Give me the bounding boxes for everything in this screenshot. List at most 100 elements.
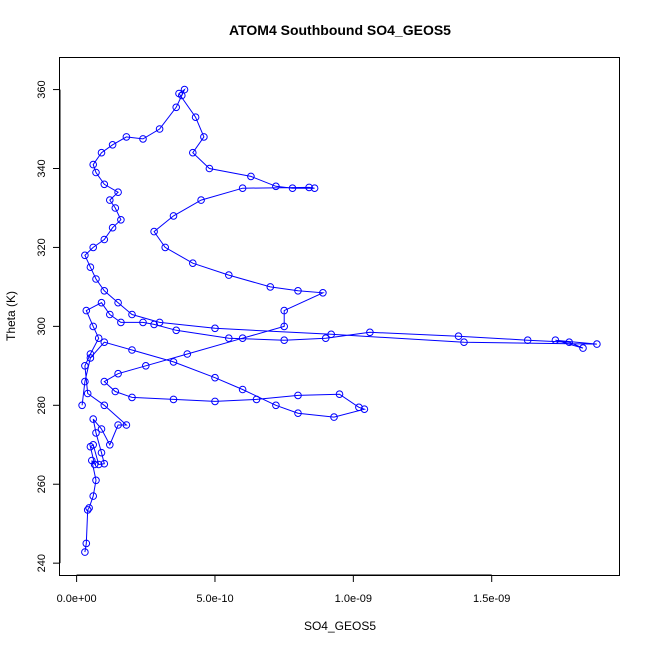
data-point — [89, 441, 97, 449]
data-point — [111, 204, 120, 212]
y-tick-label: 360 — [36, 80, 48, 98]
data-point — [191, 113, 200, 121]
x-axis: 0.0e+00 5.0e-10 1.0e-09 1.5e-09 — [57, 574, 510, 605]
data-point — [81, 251, 89, 260]
data-point — [92, 476, 100, 485]
data-point — [100, 338, 109, 347]
data-point — [89, 160, 97, 169]
data-point — [523, 336, 532, 345]
data-point — [122, 133, 131, 141]
data-point — [108, 141, 117, 149]
series-line — [81, 88, 597, 553]
data-point — [294, 409, 302, 418]
data-point — [106, 441, 114, 449]
x-axis-label: SO4_GEOS5 — [304, 619, 376, 633]
data-point — [106, 196, 114, 204]
data-point — [89, 322, 97, 331]
data-point — [366, 328, 374, 337]
data-point — [172, 326, 180, 335]
data-point — [460, 338, 468, 347]
data-point — [122, 421, 131, 429]
data-point — [211, 397, 219, 406]
data-point — [150, 227, 158, 236]
data-point — [81, 362, 89, 370]
data-point — [238, 334, 247, 343]
y-tick-label: 280 — [36, 396, 48, 414]
data-point — [200, 133, 208, 141]
data-point — [288, 184, 297, 192]
y-tick-label: 320 — [36, 238, 48, 256]
data-point — [238, 385, 247, 394]
data-point — [100, 377, 109, 386]
data-point — [280, 322, 289, 331]
data-point — [100, 235, 109, 244]
data-point — [94, 334, 103, 343]
data-point — [92, 168, 100, 177]
y-axis-label: Theta (K) — [4, 291, 18, 341]
x-tick-label: 0.0e+00 — [57, 593, 97, 605]
data-point — [294, 391, 302, 400]
data-point — [211, 373, 219, 382]
data-point — [89, 492, 97, 500]
data-point — [94, 460, 103, 469]
data-point — [100, 287, 109, 295]
data-point — [247, 172, 255, 181]
data-point — [128, 393, 136, 402]
data-point — [85, 504, 93, 512]
data-point — [252, 395, 261, 404]
data-point — [155, 125, 164, 133]
data-point — [565, 338, 574, 347]
data-point — [128, 310, 136, 319]
data-point — [335, 390, 344, 399]
data-point — [97, 148, 106, 157]
data-point — [169, 395, 178, 404]
data-point — [189, 259, 197, 268]
y-tick-label: 340 — [36, 159, 48, 177]
data-point — [280, 336, 289, 345]
data-point — [128, 346, 136, 354]
data-point — [114, 421, 122, 429]
x-tick-label: 5.0e-10 — [196, 593, 233, 605]
data-point — [155, 318, 164, 327]
data-point — [330, 413, 338, 421]
data-point — [593, 340, 601, 348]
data-point — [161, 243, 169, 252]
data-point — [90, 460, 99, 469]
data-point — [189, 148, 197, 157]
data-point — [175, 89, 183, 98]
data-point — [89, 415, 97, 423]
data-point — [238, 184, 247, 192]
data-point — [82, 539, 91, 548]
data-point — [83, 389, 92, 398]
data-point — [114, 369, 122, 378]
data-point — [183, 350, 192, 358]
data-point — [108, 223, 117, 232]
data-point — [114, 188, 122, 196]
data-point — [280, 306, 289, 315]
data-point — [86, 263, 95, 272]
data-point — [180, 85, 189, 94]
data-point — [97, 448, 106, 457]
data-point — [92, 275, 100, 283]
data-point — [294, 287, 302, 295]
data-point — [117, 216, 125, 224]
data-point — [139, 135, 147, 143]
data-point — [100, 459, 109, 468]
y-tick-label: 300 — [36, 317, 48, 335]
y-tick-label: 260 — [36, 475, 48, 493]
data-point — [89, 243, 97, 252]
chart-title: ATOM4 Southbound SO4_GEOS5 — [229, 22, 451, 38]
data-point — [92, 429, 100, 437]
y-axis: 240 260 280 300 320 340 360 — [36, 80, 61, 572]
data-point — [211, 324, 219, 333]
data-point — [97, 298, 106, 307]
data-point — [360, 405, 369, 414]
data-point — [106, 310, 114, 319]
data-point — [97, 425, 106, 433]
data-point — [86, 350, 95, 358]
data-point — [321, 334, 330, 343]
data-point — [551, 336, 560, 345]
data-point — [310, 184, 319, 192]
data-point — [81, 377, 89, 386]
